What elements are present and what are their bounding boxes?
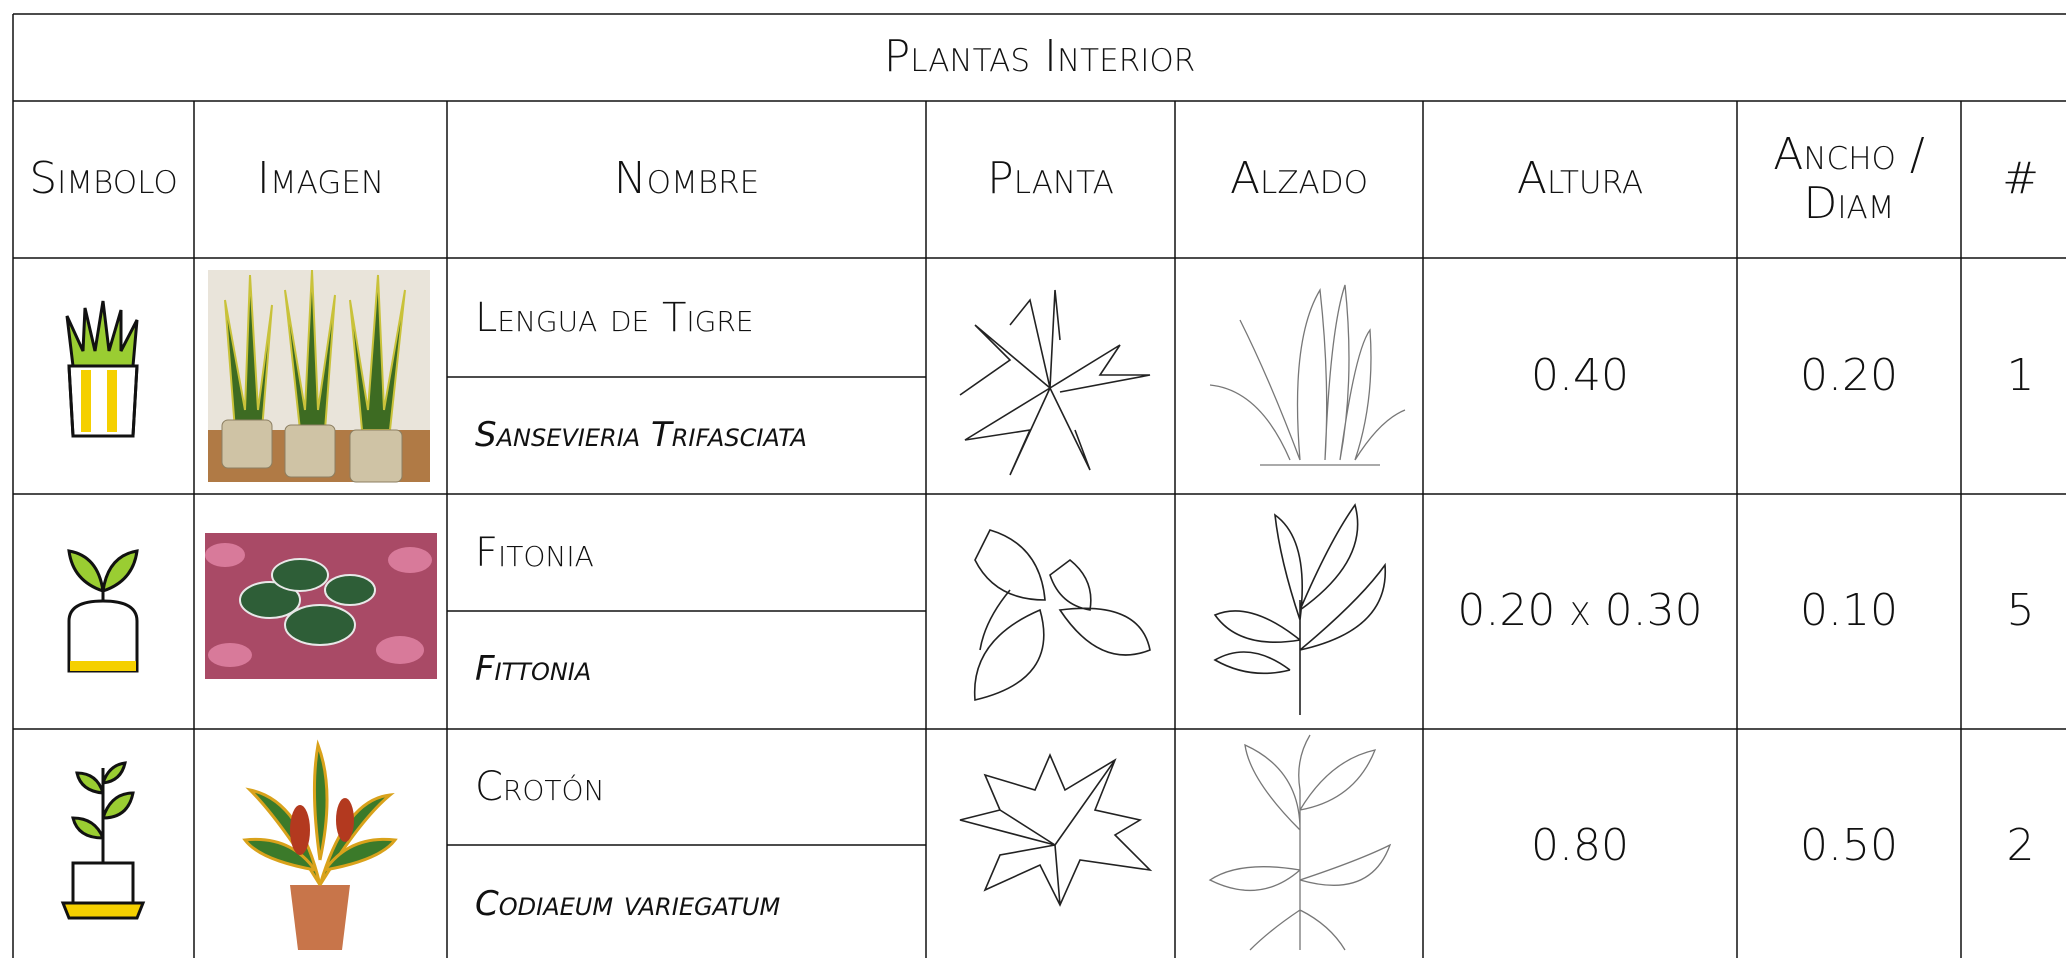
- symbol-icon: [67, 549, 139, 673]
- height-value: 0.20 x 0.30: [1457, 585, 1703, 637]
- elevation-sketch: [1209, 284, 1406, 466]
- elevation-sketch: [1213, 503, 1387, 715]
- column-header: #: [2002, 153, 2039, 205]
- plant-photo: [205, 533, 437, 679]
- column-header: Nombre: [613, 153, 760, 205]
- count-value: 1: [2006, 349, 2035, 401]
- plant-photo: [208, 269, 430, 483]
- scientific-name: Fittonia: [475, 649, 592, 690]
- common-name: Crotón: [475, 764, 605, 810]
- width-value: 0.20: [1800, 349, 1898, 401]
- column-header: Planta: [987, 153, 1114, 205]
- column-header: Alzado: [1229, 153, 1369, 205]
- plan-sketch: [959, 289, 1151, 476]
- symbol-icon: [60, 761, 146, 920]
- common-name: Lengua de Tigre: [475, 294, 754, 341]
- column-header: Imagen: [256, 153, 385, 205]
- symbol-icon: [65, 300, 139, 438]
- common-name: Fitonia: [475, 529, 594, 576]
- plant-photo: [242, 739, 398, 950]
- height-value: 0.80: [1531, 820, 1629, 872]
- count-value: 2: [2006, 820, 2035, 872]
- plan-sketch: [973, 529, 1151, 701]
- elevation-sketch: [1208, 734, 1392, 951]
- plan-sketch: [959, 752, 1153, 907]
- scientific-name: Sansevieria Trifasciata: [475, 414, 807, 455]
- table-grid: [12, 13, 2066, 958]
- width-value: 0.50: [1800, 820, 1898, 872]
- width-value: 0.10: [1800, 585, 1898, 637]
- column-header: Altura: [1516, 153, 1644, 205]
- scientific-name: Codiaeum variegatum: [475, 883, 781, 924]
- height-value: 0.40: [1531, 349, 1629, 401]
- table-title: Plantas Interior: [883, 31, 1196, 83]
- column-header: Ancho / Diam: [1773, 129, 1925, 229]
- column-header: Simbolo: [29, 153, 178, 205]
- count-value: 5: [2006, 585, 2035, 637]
